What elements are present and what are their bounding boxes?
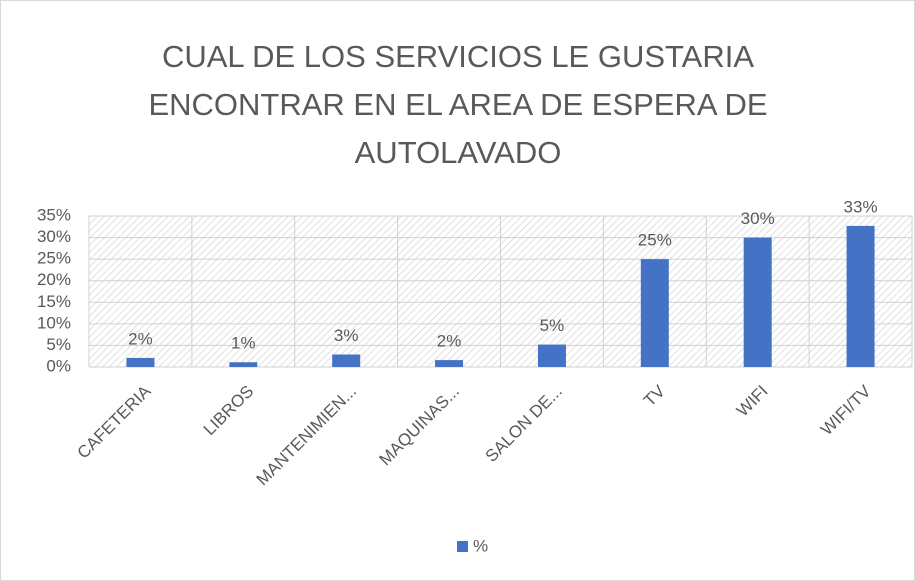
y-tick-label: 0% [46, 356, 71, 375]
data-label: 25% [638, 231, 672, 250]
bar [229, 362, 258, 367]
data-label: 2% [128, 329, 153, 348]
data-label: 1% [231, 334, 256, 353]
bar [537, 344, 566, 367]
x-tick-label: TV [640, 381, 669, 410]
legend-swatch [457, 541, 468, 552]
y-tick-label: 35% [37, 205, 71, 224]
x-tick-label: MANTENIMIEN... [253, 382, 361, 490]
y-tick-label: 20% [37, 270, 71, 289]
data-label: 2% [437, 332, 462, 351]
x-tick-label: WIFI/TV [817, 381, 875, 439]
bar [435, 360, 464, 367]
chart-title: CUAL DE LOS SERVICIOS LE GUSTARIA ENCONT… [148, 39, 768, 170]
bar [846, 225, 875, 367]
bar [640, 259, 669, 367]
data-label: 3% [334, 326, 359, 345]
x-tick-label: SALON DE... [482, 382, 566, 466]
bar [332, 354, 361, 367]
bar [743, 237, 772, 367]
x-tick-label: LIBROS [200, 382, 258, 440]
bar [126, 357, 155, 367]
x-tick-label: CAFETERIA [74, 381, 155, 462]
y-tick-label: 15% [37, 292, 71, 311]
legend-label: % [473, 536, 488, 555]
data-label: 30% [741, 209, 775, 228]
y-tick-label: 10% [37, 313, 71, 332]
data-label: 5% [540, 316, 565, 335]
y-tick-label: 30% [37, 227, 71, 246]
x-tick-label: WIFI [733, 382, 772, 421]
data-label: 33% [844, 197, 878, 216]
y-tick-label: 5% [46, 335, 71, 354]
y-tick-label: 25% [37, 249, 71, 268]
x-tick-label: MAQUINAS... [375, 382, 463, 470]
